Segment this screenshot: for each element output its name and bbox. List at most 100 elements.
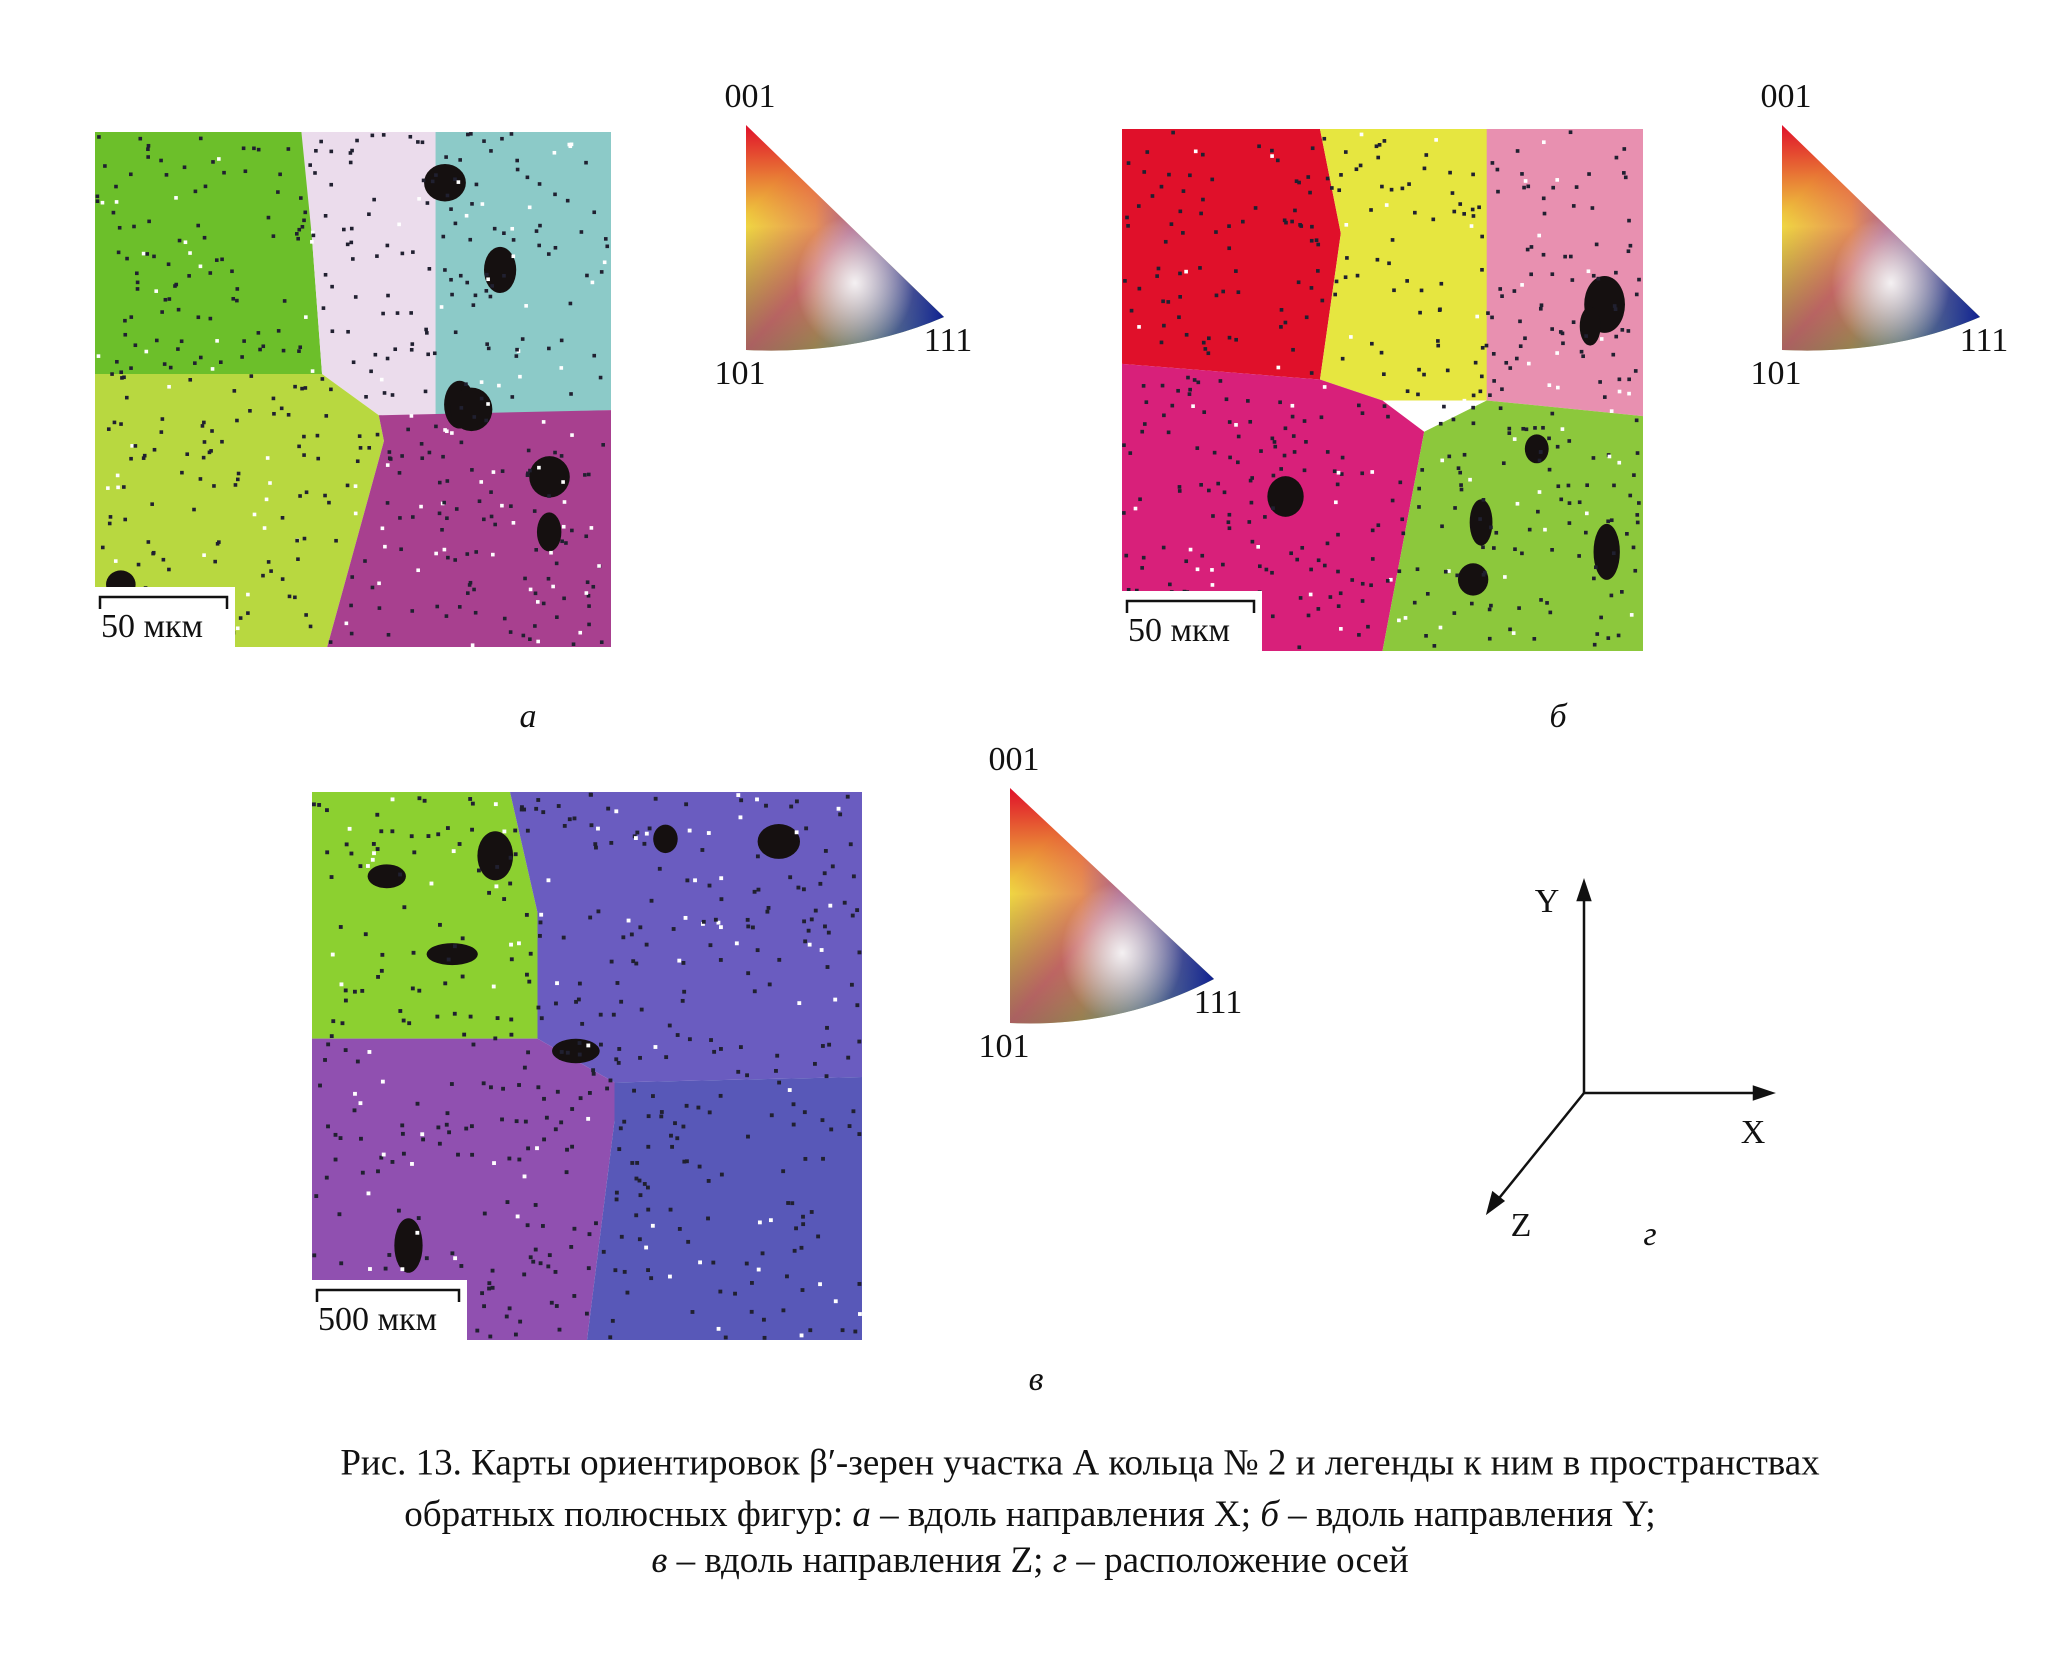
ipf-legend [1782,125,1980,351]
noise [482,1304,486,1309]
grain [1486,129,1643,417]
noise [528,1255,533,1260]
noise [351,257,355,261]
noise [1596,276,1601,281]
noise [571,642,576,647]
noise [522,1065,527,1070]
noise [349,240,354,245]
noise [736,1069,741,1074]
noise [525,972,529,977]
noise [366,1191,371,1196]
noise [449,207,453,211]
noise [1184,559,1189,564]
caption-text: а [852,1494,871,1535]
noise [399,547,403,552]
caption-text: г [1053,1540,1067,1581]
noise [519,807,524,812]
noise [398,872,403,877]
noise [493,1036,498,1041]
noise [534,548,539,552]
noise [1539,598,1543,602]
grain [587,1076,862,1340]
scale-bar [1125,599,1256,613]
pore [653,824,678,854]
noise [830,864,835,869]
noise [1412,600,1417,605]
pore [426,943,478,966]
noise [459,406,464,410]
noise [193,361,197,365]
noise [755,797,759,802]
noise [653,1045,658,1049]
noise [750,925,755,930]
noise [381,311,385,316]
noise [476,868,481,873]
noise [709,1038,713,1042]
noise [353,295,358,299]
noise [182,165,187,170]
noise [1458,202,1463,206]
noise [114,200,119,204]
noise [681,1124,686,1129]
noise [1282,218,1287,223]
noise [470,801,475,806]
noise [633,836,638,840]
noise [320,377,325,381]
noise [1425,591,1430,596]
noise [1336,569,1340,574]
noise [363,559,367,563]
noise [1479,374,1484,379]
noise [1390,238,1395,242]
noise [1136,204,1141,208]
noise [509,942,513,947]
noise [1592,576,1596,581]
noise [380,526,385,531]
noise [302,536,307,541]
noise [138,136,143,141]
pore [1267,476,1304,517]
noise [855,908,860,913]
noise [1594,565,1598,570]
noise [807,942,812,947]
pore [1579,306,1601,346]
noise [1142,170,1147,174]
noise [214,258,219,262]
noise [103,164,107,168]
noise [352,989,357,994]
noise [502,897,507,901]
scale-bar-label: 50 мкм [101,608,203,645]
noise [562,823,567,828]
noise [308,163,312,167]
panel-label: а [520,698,537,735]
noise [614,809,619,814]
noise [486,402,490,406]
noise [112,420,117,425]
noise [777,957,782,962]
noise [1316,607,1321,611]
noise [344,621,349,626]
noise [542,1096,546,1101]
noise [646,1185,650,1190]
noise [701,919,706,924]
noise [220,439,224,444]
noise [419,504,423,509]
grain [1122,129,1341,380]
noise [574,999,578,1004]
noise [117,225,122,230]
noise [767,982,772,987]
noise [1184,332,1189,337]
noise [470,1152,475,1157]
noise [380,1079,385,1084]
noise [1585,483,1589,488]
pore [529,456,570,498]
noise [683,915,688,920]
noise [1477,205,1481,210]
noise [115,359,119,364]
noise [1270,570,1274,575]
noise [486,277,490,282]
noise [851,874,856,879]
caption-line: обратных полюсных фигур: а – вдоль напра… [404,1494,1655,1535]
noise [179,339,184,344]
noise [690,1310,695,1314]
noise [219,360,223,365]
